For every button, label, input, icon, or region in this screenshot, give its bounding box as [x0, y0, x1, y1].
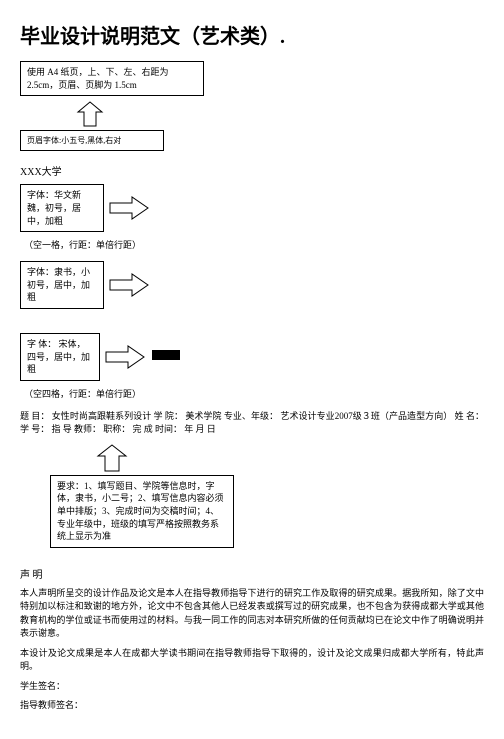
arrow-up-2 — [90, 443, 484, 473]
thesis-info-line: 题 目： 女性时尚高跟鞋系列设计 学 院： 美术学院 专业、年级： 艺术设计专业… — [20, 410, 484, 437]
gap-note-1: （空一格，行距：单倍行距） — [24, 238, 484, 251]
arrow-right-1 — [108, 193, 152, 223]
statement-heading: 声 明 — [20, 566, 484, 581]
advisor-signature-label: 指导教师签名： — [20, 699, 484, 713]
callout-a4-margins: 使用 A4 纸页，上、下、左、右距为 2.5cm，页眉、页脚为 1.5cm — [20, 61, 204, 96]
arrow-right-2 — [108, 270, 152, 300]
arrow-up-1 — [70, 100, 484, 128]
school-name: XXX大学 — [20, 163, 484, 178]
statement-para-2: 本设计及论文成果是本人在成都大学读书期间在指导教师指导下取得的，设计及论文成果归… — [20, 647, 484, 674]
black-bar — [152, 350, 180, 360]
arrow-right-3 — [104, 342, 148, 372]
callout-font-lishu: 字体：隶书，小初号，居中，加粗 — [20, 261, 104, 309]
callout-header-font: 页眉字体:小五号,黑体,右对 — [20, 130, 164, 151]
callout-font-huawen: 字体：华文新魏，初号，居中，加粗 — [20, 184, 104, 232]
statement-para-1: 本人声明所呈交的设计作品及论文是本人在指导教师指导下进行的研究工作及取得的研究成… — [20, 587, 484, 641]
page-title: 毕业设计说明范文（艺术类）. — [20, 20, 484, 49]
student-signature-label: 学生签名： — [20, 680, 484, 694]
callout-font-songti: 字 体： 宋体，四号，居中，加粗 — [20, 333, 100, 381]
gap-note-4: （空四格，行距：单倍行距） — [24, 387, 484, 400]
callout-requirements: 要求：1、填写题目、学院等信息时，字体，隶书，小二号；2、填写信息内容必须单中排… — [50, 475, 234, 548]
